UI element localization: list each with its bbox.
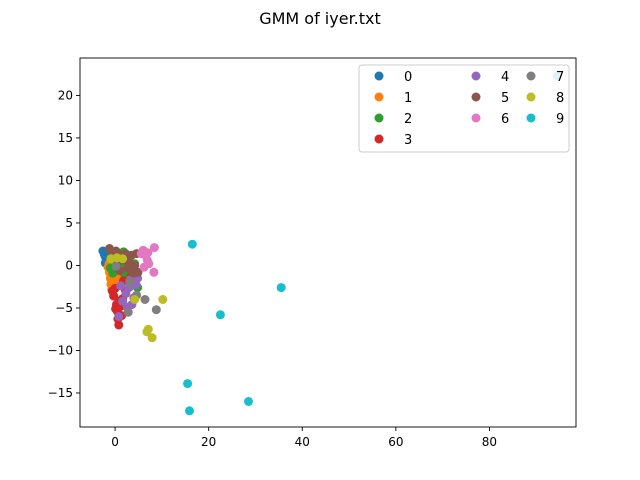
legend-marker-6: [471, 113, 481, 123]
y-tick-label: −10: [48, 343, 73, 357]
x-tick-label: 20: [201, 435, 216, 449]
data-point-cluster-6-8: [139, 262, 149, 272]
legend-label-7: 7: [556, 70, 564, 85]
legend-marker-9: [526, 113, 536, 123]
y-tick-label: −5: [55, 301, 73, 315]
chart-title: GMM of iyer.txt: [259, 9, 381, 28]
legend-marker-0: [374, 71, 384, 81]
legend-marker-1: [374, 92, 384, 102]
y-tick-label: 0: [65, 258, 73, 272]
data-point-cluster-6-6: [149, 267, 159, 277]
legend-label-0: 0: [404, 70, 412, 85]
data-point-cluster-8-3: [130, 295, 140, 304]
legend-marker-8: [526, 92, 536, 102]
x-axis-ticks: 0 20 40 60 80: [111, 427, 497, 449]
x-tick-label: 80: [482, 435, 497, 449]
data-point-cluster-8-2: [118, 254, 128, 264]
data-point-cluster-5-12: [122, 263, 132, 273]
data-point-cluster-7-5: [125, 278, 135, 287]
legend-label-2: 2: [404, 112, 412, 127]
x-tick-label: 60: [388, 435, 403, 449]
y-axis-ticks: −15 −10 −5 0 5 10 15 20: [48, 88, 80, 400]
data-point-cluster-7-2: [140, 295, 150, 304]
y-tick-label: 5: [65, 216, 73, 230]
data-point-cluster-5-11: [128, 268, 138, 278]
data-point-cluster-9-5: [244, 397, 253, 406]
legend-label-6: 6: [501, 112, 509, 127]
legend-label-4: 4: [501, 70, 509, 85]
data-point-cluster-7-4: [111, 261, 121, 271]
y-tick-label: −15: [48, 386, 73, 400]
legend-marker-2: [374, 113, 384, 123]
data-point-cluster-9-3: [183, 379, 193, 389]
data-points: [98, 71, 562, 416]
x-tick-label: 40: [295, 435, 310, 449]
legend-label-3: 3: [404, 133, 412, 148]
data-point-cluster-4-10: [116, 281, 126, 291]
data-point-cluster-8-5: [143, 324, 153, 334]
legend: 0 1 2 3 4 5 6 7 8 9: [358, 64, 570, 153]
legend-label-1: 1: [404, 91, 412, 106]
legend-marker-7: [526, 71, 536, 81]
data-point-cluster-7-0: [123, 307, 133, 317]
data-point-cluster-8-7: [158, 295, 168, 304]
data-point-cluster-9-4: [185, 406, 194, 416]
plot-border: [79, 57, 577, 428]
data-point-cluster-5-8: [130, 261, 140, 270]
data-point-cluster-3-6: [114, 320, 124, 330]
legend-label-8: 8: [556, 91, 564, 106]
data-point-cluster-7-3: [151, 305, 161, 315]
legend-marker-4: [471, 71, 481, 81]
legend-marker-3: [374, 134, 384, 144]
legend-marker-5: [471, 92, 481, 102]
data-point-cluster-6-5: [149, 243, 159, 253]
x-tick-label: 0: [111, 435, 119, 449]
data-point-cluster-9-0: [187, 239, 197, 249]
y-tick-label: 10: [58, 173, 73, 187]
legend-label-9: 9: [556, 112, 564, 127]
y-tick-label: 20: [58, 88, 73, 102]
data-point-cluster-4-0: [114, 312, 124, 321]
y-tick-label: 15: [58, 131, 73, 145]
legend-label-5: 5: [501, 91, 509, 106]
data-point-cluster-9-1: [276, 283, 286, 293]
data-point-cluster-3-12: [111, 304, 121, 314]
data-point-cluster-9-2: [215, 310, 225, 320]
data-point-cluster-8-6: [147, 333, 157, 343]
legend-box: [358, 64, 570, 153]
data-point-cluster-6-7: [136, 249, 146, 259]
